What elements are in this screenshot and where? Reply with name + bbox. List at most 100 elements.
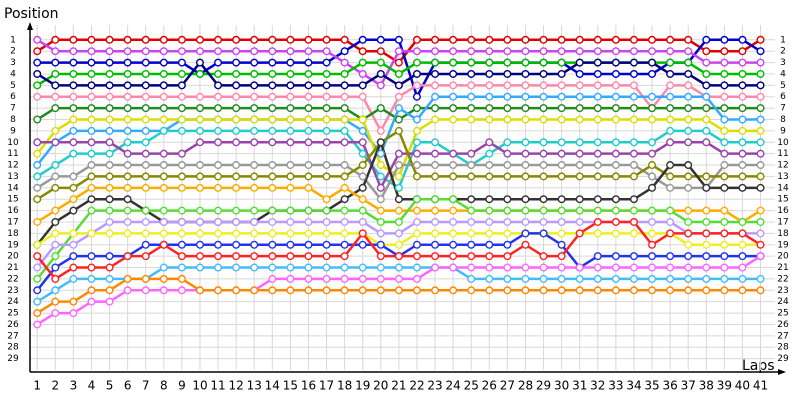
point [629,69,638,78]
point [87,104,96,113]
point [123,195,132,204]
point [105,58,114,67]
point [322,104,331,113]
point [159,115,168,124]
y-tick-label: 10 [7,138,19,148]
point [250,240,259,249]
point [123,126,132,135]
point [648,104,657,113]
point [611,58,620,67]
point [539,252,548,261]
point [449,206,458,215]
point [738,58,747,67]
point [521,229,530,238]
point [232,81,241,90]
point [666,206,675,215]
point [69,115,78,124]
point [720,263,729,272]
point [69,149,78,158]
point [123,138,132,147]
point [485,81,494,90]
point [232,172,241,181]
point [575,229,584,238]
y-tick-label-right: 19 [777,240,789,250]
point [720,161,729,170]
point [756,149,765,158]
point [702,92,711,101]
point [51,172,60,181]
point [195,126,204,135]
point [322,92,331,101]
point [358,217,367,226]
point [105,35,114,44]
point [467,104,476,113]
point [431,263,440,272]
point [394,35,403,44]
y-tick-label-right: 25 [777,309,788,319]
point [286,263,295,272]
point [376,286,385,295]
y-tick-label: 13 [7,172,18,182]
point [376,252,385,261]
point [268,115,277,124]
point [394,206,403,215]
point [268,161,277,170]
point [467,92,476,101]
point [593,104,602,113]
point [123,58,132,67]
y-tick-label-right: 11 [777,149,788,159]
x-tick-label: 24 [445,379,460,393]
point [232,104,241,113]
point [304,161,313,170]
point [629,58,638,67]
point [412,58,421,67]
point [756,47,765,56]
point [394,263,403,272]
point [539,115,548,124]
point [123,47,132,56]
point [521,104,530,113]
point [412,81,421,90]
x-tick-label: 32 [590,379,605,393]
point [449,252,458,261]
x-tick-label: 12 [229,379,244,393]
y-tick-label-right: 6 [780,92,786,102]
point [756,161,765,170]
y-tick-label-right: 2 [780,47,786,57]
point [431,161,440,170]
point [593,252,602,261]
point [467,195,476,204]
point [431,149,440,158]
point [159,274,168,283]
point [286,252,295,261]
point [485,58,494,67]
point [756,138,765,147]
point [539,172,548,181]
point [195,183,204,192]
y-tick-label: 16 [7,206,19,216]
point [702,58,711,67]
x-tick-label: 23 [427,379,442,393]
y-tick-label: 29 [7,354,19,364]
point [214,81,223,90]
point [33,252,42,261]
point [702,274,711,283]
x-tick-label: 17 [319,379,334,393]
point [503,172,512,181]
y-tick-label: 7 [10,104,16,114]
x-tick-label: 25 [464,379,479,393]
point [159,183,168,192]
point [394,286,403,295]
point [557,104,566,113]
point [123,229,132,238]
x-tick-label: 33 [608,379,623,393]
point [268,286,277,295]
point [195,240,204,249]
point [69,229,78,238]
point [666,217,675,226]
point [539,58,548,67]
point [123,183,132,192]
point [593,172,602,181]
point [485,240,494,249]
point [449,195,458,204]
